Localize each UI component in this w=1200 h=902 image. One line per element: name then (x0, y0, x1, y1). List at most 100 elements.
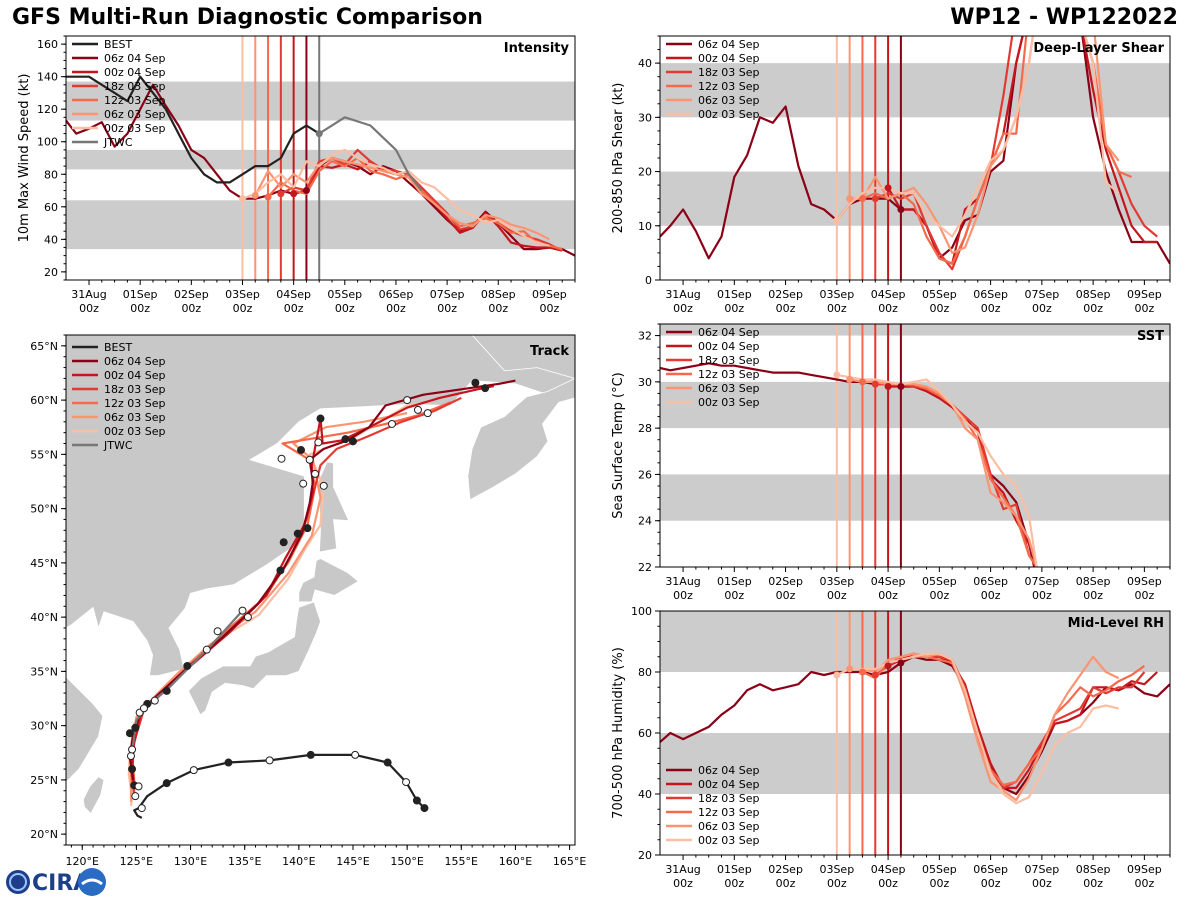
plot-frame (65, 334, 576, 846)
x-tick-sublabel: 00z (1134, 877, 1154, 890)
track-point (383, 758, 392, 767)
panel-label: SST (1137, 329, 1164, 344)
legend-entry: 06z 04 Sep (104, 355, 166, 368)
x-tick-sublabel: 00z (673, 302, 693, 315)
y-tick-label: 32 (638, 330, 652, 343)
legend-entry: 12z 03 Sep (698, 368, 760, 381)
init-marker (290, 190, 298, 198)
legend-entry: 18z 03 Sep (698, 792, 760, 805)
track-point (403, 396, 412, 405)
x-tick-sublabel: 00z (981, 877, 1001, 890)
y-tick-label: 10 (638, 220, 652, 233)
legend-entry: BEST (104, 341, 132, 354)
threshold-band (66, 149, 575, 170)
y-tick-label: 20 (638, 849, 652, 862)
track-point (420, 804, 429, 813)
y-tick-label: 22 (638, 561, 652, 574)
init-marker (251, 191, 259, 199)
track-point (150, 696, 159, 705)
intensity-chart: 2040608010012014016031Aug00z01Sep00z02Se… (17, 35, 576, 315)
y-tick-label: 40°N (30, 611, 58, 624)
x-tick-label: 05Sep (922, 575, 957, 588)
x-tick-label: 125°E (120, 855, 153, 868)
track-point (202, 645, 211, 654)
y-tick-label: 55°N (30, 448, 58, 461)
x-tick-label: 08Sep (1076, 575, 1111, 588)
track-point (276, 566, 285, 575)
panel-label: Deep-Layer Shear (1033, 41, 1164, 56)
y-tick-label: 45°N (30, 557, 58, 570)
y-tick-label: 20 (638, 166, 652, 179)
init-marker (833, 371, 841, 379)
track-point (351, 750, 360, 759)
init-marker (871, 195, 879, 203)
x-tick-label: 05Sep (327, 288, 362, 301)
x-tick-label: 07Sep (430, 288, 465, 301)
x-tick-sublabel: 00z (79, 302, 99, 315)
threshold-band (660, 733, 1170, 794)
x-tick-sublabel: 00z (488, 302, 508, 315)
y-tick-label: 60°N (30, 394, 58, 407)
x-tick-label: 06Sep (973, 575, 1008, 588)
x-tick-label: 02Sep (768, 863, 803, 876)
series-line (887, 36, 1158, 265)
chart-title: GFS Multi-Run Diagnostic Comparison (12, 5, 483, 30)
legend-entry: 00z 03 Sep (698, 396, 760, 409)
x-tick-label: 08Sep (1076, 863, 1111, 876)
x-tick-label: 07Sep (1024, 863, 1059, 876)
x-tick-label: 04Sep (276, 288, 311, 301)
legend-entry: 06z 03 Sep (698, 820, 760, 833)
track-point (131, 792, 140, 801)
track-point (471, 378, 480, 387)
x-tick-sublabel: 00z (776, 877, 796, 890)
x-tick-sublabel: 00z (1083, 302, 1103, 315)
x-tick-label: 01Sep (717, 288, 752, 301)
mainland (66, 335, 575, 677)
x-tick-label: 31Aug (665, 288, 700, 301)
track-point (311, 469, 320, 478)
legend-entry: 06z 03 Sep (698, 382, 760, 395)
legend-entry: 12z 03 Sep (104, 94, 166, 107)
series-line (836, 652, 1119, 805)
track-point (189, 766, 198, 775)
y-tick-label: 65°N (30, 340, 58, 353)
init-marker (238, 195, 246, 203)
x-tick-sublabel: 00z (929, 302, 949, 315)
init-marker (897, 206, 905, 214)
x-tick-label: 05Sep (922, 288, 957, 301)
x-tick-sublabel: 00z (981, 302, 1001, 315)
x-tick-label: 08Sep (1076, 288, 1111, 301)
y-tick-label: 160 (37, 38, 58, 51)
legend-entry: JTWC (103, 439, 133, 452)
x-tick-label: 09Sep (1127, 575, 1162, 588)
y-tick-label: 40 (638, 788, 652, 801)
x-tick-sublabel: 00z (1083, 877, 1103, 890)
y-tick-label: 60 (638, 727, 652, 740)
kamchatka (467, 377, 575, 501)
init-marker (884, 662, 892, 670)
chukotka (471, 335, 575, 379)
x-tick-label: 135°E (228, 855, 261, 868)
x-tick-sublabel: 00z (181, 302, 201, 315)
map-area (66, 335, 575, 845)
x-tick-label: 07Sep (1024, 575, 1059, 588)
init-marker (858, 668, 866, 676)
x-tick-sublabel: 00z (827, 877, 847, 890)
y-tick-label: 50°N (30, 503, 58, 516)
x-tick-sublabel: 00z (1134, 302, 1154, 315)
x-tick-sublabel: 00z (878, 302, 898, 315)
y-tick-label: 30 (638, 111, 652, 124)
x-tick-label: 08Sep (481, 288, 516, 301)
init-marker (871, 671, 879, 679)
x-tick-label: 03Sep (819, 575, 854, 588)
track-point (162, 686, 171, 695)
init-marker (302, 187, 310, 195)
legend-entry: 06z 04 Sep (698, 326, 760, 339)
x-tick-sublabel: 00z (929, 589, 949, 602)
hokkaido (298, 558, 360, 603)
threshold-band (660, 63, 1170, 118)
y-tick-label: 40 (44, 233, 58, 246)
legend-entry: 06z 04 Sep (698, 38, 760, 51)
track-point (126, 752, 135, 761)
y-tick-label: 60 (44, 201, 58, 214)
